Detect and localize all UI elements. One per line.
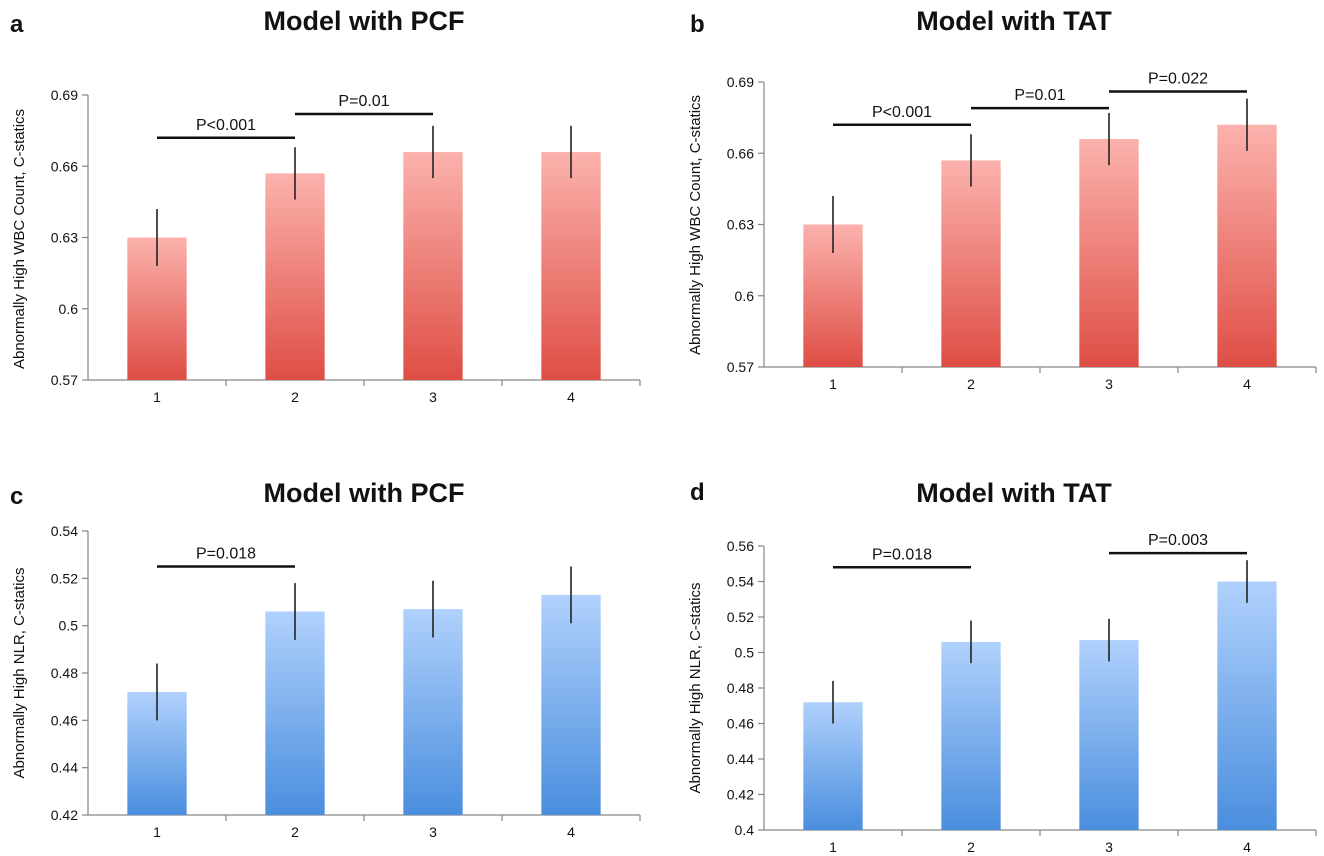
y-axis-label: Abnormally High WBC Count, C-statics (11, 109, 28, 369)
chart-title: Model with PCF (264, 478, 465, 508)
plot-area: 0.4 0.42 0.44 0.46 0.48 0.5 0.52 0.54 0.56 1 2 3 4 P=… (727, 532, 1317, 855)
y-tick-label: 0.66 (727, 145, 754, 161)
panel-letter: c (10, 483, 23, 510)
chart-title: Model with PCF (264, 6, 465, 36)
chart-panel-c: c Model with PCF Abnormally High NLR, C-… (10, 478, 641, 840)
x-tick-label: 2 (291, 824, 299, 840)
chart-panel-d: d Model with TAT Abnormally High NLR, C-… (687, 478, 1317, 855)
y-axis-label: Abnormally High WBC Count, C-statics (687, 95, 704, 355)
x-tick-label: 2 (967, 839, 975, 855)
p-value-label: P<0.001 (196, 117, 256, 134)
panel-letter: b (690, 11, 705, 38)
y-tick-label: 0.57 (51, 372, 78, 388)
chart-title: Model with TAT (916, 6, 1112, 36)
y-tick-label: 0.46 (51, 712, 78, 728)
x-tick-label: 3 (1105, 839, 1113, 855)
chart-panel-a: a Model with PCF Abnormally High WBC Cou… (10, 6, 641, 405)
y-tick-label: 0.63 (51, 230, 78, 246)
y-axis-label: Abnormally High NLR, C-statics (687, 583, 704, 794)
p-value-label: P=0.018 (872, 546, 932, 563)
y-tick-label: 0.5 (59, 618, 79, 634)
x-tick-label: 3 (429, 824, 437, 840)
p-value-label: P=0.018 (196, 546, 256, 563)
x-tick-label: 4 (567, 824, 575, 840)
x-tick-label: 4 (1243, 376, 1251, 392)
panel-letter: d (690, 479, 705, 506)
y-tick-label: 0.52 (51, 570, 78, 586)
y-tick-label: 0.42 (51, 807, 78, 823)
x-tick-label: 2 (967, 376, 975, 392)
y-tick-label: 0.4 (735, 822, 755, 838)
plot-area: 0.42 0.44 0.46 0.48 0.5 0.52 0.54 1 2 3 4 P=0.018 (51, 523, 641, 840)
y-tick-label: 0.48 (727, 680, 754, 696)
y-tick-label: 0.56 (727, 538, 754, 554)
y-tick-label: 0.66 (51, 158, 78, 174)
bar (541, 594, 601, 815)
x-tick-label: 1 (829, 839, 837, 855)
bar (941, 641, 1001, 830)
x-tick-label: 2 (291, 389, 299, 405)
y-tick-label: 0.69 (727, 74, 754, 90)
plot-area: 0.57 0.6 0.63 0.66 0.69 1 2 3 4 P<0.001 P=0.01 P=0.… (727, 71, 1317, 392)
chart-panel-b: b Model with TAT Abnormally High WBC Cou… (687, 6, 1317, 392)
y-tick-label: 0.69 (51, 87, 78, 103)
p-value-label: P=0.003 (1148, 532, 1208, 549)
x-tick-label: 1 (153, 389, 161, 405)
p-value-label: P=0.01 (1014, 87, 1065, 104)
chart-title: Model with TAT (916, 478, 1112, 508)
y-tick-label: 0.44 (727, 751, 754, 767)
y-tick-label: 0.57 (727, 359, 754, 375)
x-tick-label: 3 (1105, 376, 1113, 392)
x-tick-label: 1 (829, 376, 837, 392)
x-tick-label: 1 (153, 824, 161, 840)
x-tick-label: 3 (429, 389, 437, 405)
plot-area: 0.57 0.6 0.63 0.66 0.69 1 2 3 4 P<0.001 P=0.01 (51, 87, 641, 405)
x-tick-label: 4 (1243, 839, 1251, 855)
panel-letter: a (10, 11, 24, 38)
bar (403, 152, 463, 380)
p-value-label: P=0.01 (338, 93, 389, 110)
y-tick-label: 0.54 (51, 523, 78, 539)
y-tick-label: 0.5 (735, 645, 755, 661)
y-tick-label: 0.48 (51, 665, 78, 681)
bar (265, 611, 325, 815)
p-value-label: P<0.001 (872, 104, 932, 121)
bar (1217, 581, 1277, 830)
y-tick-label: 0.42 (727, 787, 754, 803)
bar (403, 609, 463, 815)
bar (941, 160, 1001, 367)
y-tick-label: 0.6 (59, 301, 79, 317)
bar (1079, 640, 1139, 830)
bar (1217, 124, 1277, 367)
x-tick-label: 4 (567, 389, 575, 405)
bar (265, 173, 325, 380)
y-tick-label: 0.54 (727, 574, 754, 590)
bar (1079, 139, 1139, 367)
y-tick-label: 0.63 (727, 217, 754, 233)
bar (541, 152, 601, 380)
y-tick-label: 0.52 (727, 609, 754, 625)
y-axis-label: Abnormally High NLR, C-statics (11, 568, 28, 779)
y-tick-label: 0.46 (727, 716, 754, 732)
y-tick-label: 0.6 (735, 288, 755, 304)
y-tick-label: 0.44 (51, 760, 78, 776)
p-value-label: P=0.022 (1148, 71, 1208, 88)
